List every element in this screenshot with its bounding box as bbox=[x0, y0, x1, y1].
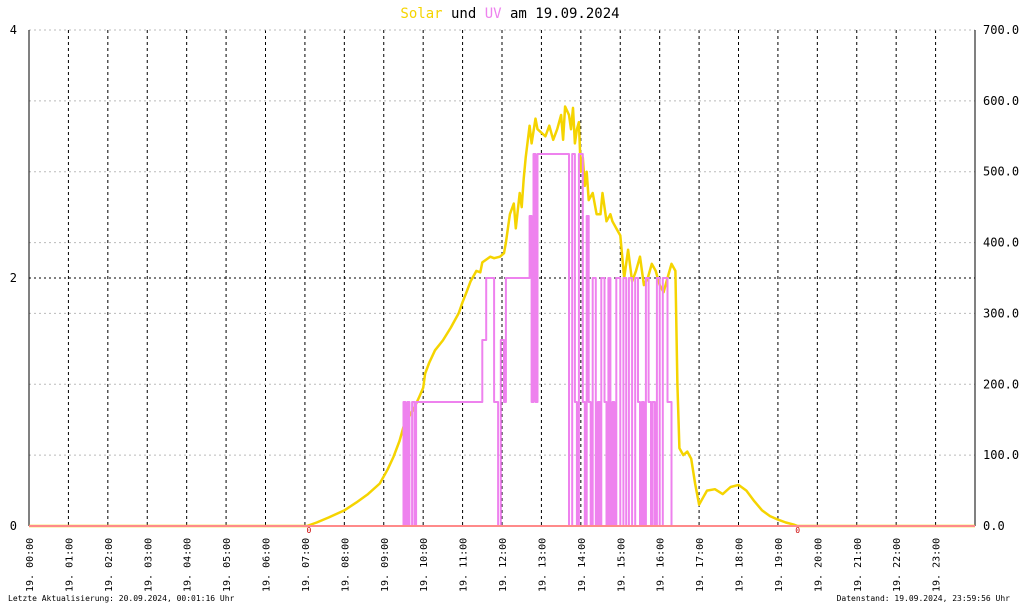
x-tick-label: 19. 13:00 bbox=[537, 538, 548, 592]
right-tick-label: 200.0 bbox=[983, 377, 1019, 391]
x-tick-label: 19. 01:00 bbox=[64, 538, 75, 592]
left-tick-label: 2 bbox=[10, 271, 17, 285]
tick-labels: 0 2 4 0.0 100.0 200.0 300.0 400.0 500.0 600.0 700.… bbox=[10, 23, 1019, 592]
x-tick-label: 19. 10:00 bbox=[419, 538, 430, 592]
baseline-marker: 0 bbox=[795, 526, 800, 535]
series-line-1 bbox=[29, 105, 975, 528]
x-tick-label: 19. 15:00 bbox=[616, 538, 627, 592]
x-tick-label: 19. 12:00 bbox=[498, 538, 509, 592]
footer-last-update: Letzte Aktualisierung: 20.09.2024, 00:01… bbox=[8, 594, 235, 603]
x-tick-label: 19. 16:00 bbox=[656, 538, 667, 592]
right-tick-label: 300.0 bbox=[983, 306, 1019, 320]
right-tick-label: 700.0 bbox=[983, 23, 1019, 37]
x-tick-label: 19. 14:00 bbox=[577, 538, 588, 592]
x-tick-label: 19. 05:00 bbox=[222, 538, 233, 592]
x-tick-label: 19. 17:00 bbox=[695, 538, 706, 592]
series-lines bbox=[29, 105, 975, 528]
x-tick-label: 19. 07:00 bbox=[301, 538, 312, 592]
title-date: am 19.09.2024 bbox=[502, 6, 620, 22]
x-tick-label: 19. 22:00 bbox=[892, 538, 903, 592]
x-tick-label: 19. 19:00 bbox=[774, 538, 785, 592]
x-tick-label: 19. 20:00 bbox=[813, 538, 824, 592]
x-tick-label: 19. 09:00 bbox=[380, 538, 391, 592]
baseline-marker: 0 bbox=[306, 526, 311, 535]
title-und: und bbox=[443, 6, 485, 22]
x-tick-label: 19. 03:00 bbox=[143, 538, 154, 592]
x-tick-label: 19. 02:00 bbox=[104, 538, 115, 592]
x-tick-label: 19. 06:00 bbox=[262, 538, 273, 592]
right-tick-label: 500.0 bbox=[983, 165, 1019, 179]
x-tick-label: 19. 08:00 bbox=[340, 538, 351, 592]
title-solar: Solar bbox=[400, 6, 442, 22]
x-tick-label: 19. 11:00 bbox=[459, 538, 470, 592]
x-tick-label: 19. 18:00 bbox=[735, 538, 746, 592]
title-uv: UV bbox=[485, 6, 502, 22]
left-tick-label: 0 bbox=[10, 519, 17, 533]
chart-title: Solar und UV am 19.09.2024 bbox=[400, 6, 619, 22]
x-tick-label: 19. 04:00 bbox=[183, 538, 194, 592]
x-tick-label: 19. 00:00 bbox=[25, 538, 36, 592]
right-tick-label: 600.0 bbox=[983, 94, 1019, 108]
right-tick-label: 100.0 bbox=[983, 448, 1019, 462]
x-tick-label: 19. 23:00 bbox=[932, 538, 943, 592]
left-tick-label: 4 bbox=[10, 23, 17, 37]
right-tick-label: 0.0 bbox=[983, 519, 1005, 533]
footer-data-state: Datenstand: 19.09.2024, 23:59:56 Uhr bbox=[837, 594, 1011, 603]
x-tick-label: 19. 21:00 bbox=[853, 538, 864, 592]
right-tick-label: 400.0 bbox=[983, 236, 1019, 250]
